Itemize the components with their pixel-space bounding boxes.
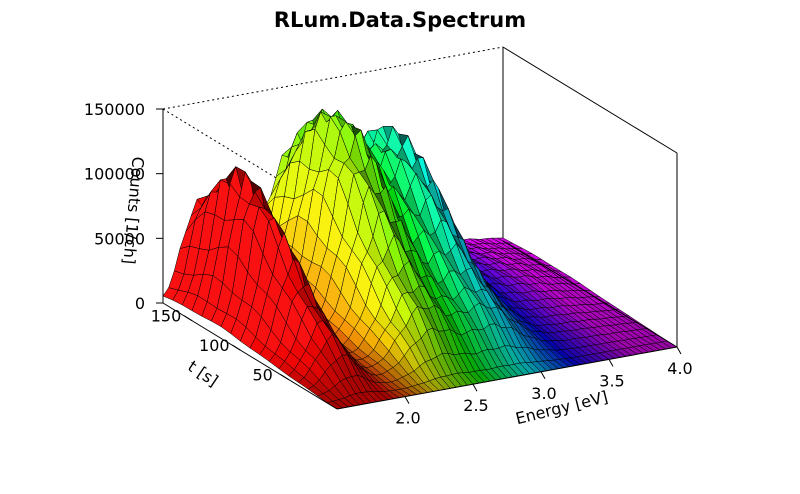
z-tick-label: 50000 [94, 229, 145, 248]
y-axis-label: t [s] [184, 357, 221, 391]
chart-title: RLum.Data.Spectrum [273, 8, 527, 32]
x-tick-mark [676, 346, 682, 355]
box-edge-right-top [502, 46, 678, 154]
box-edge-back-top [162, 46, 504, 110]
y-tick-mark [280, 374, 289, 380]
y-tick-mark [183, 315, 193, 322]
box-edge-right-bottom [502, 240, 678, 348]
x-tick-label: 2.5 [463, 396, 488, 415]
x-tick-mark [404, 396, 410, 404]
y-tick-label: 100 [199, 336, 230, 355]
x-tick-label: 3.0 [531, 384, 556, 403]
x-tick-label: 4.0 [667, 359, 692, 378]
z-tick-label: 100000 [84, 165, 145, 184]
y-tick-mark [232, 344, 241, 351]
box-edge-front-bottom [336, 346, 678, 410]
x-tick-mark [540, 371, 546, 380]
z-tick-label: 0 [135, 294, 145, 313]
x-tick-label: 3.5 [599, 371, 624, 390]
box-edge-top-left [162, 108, 338, 216]
y-tick-label: 150 [151, 307, 182, 326]
y-tick-label: 50 [252, 366, 272, 385]
x-tick-mark [608, 359, 614, 367]
x-tick-mark [472, 383, 478, 392]
z-tick-label: 150000 [84, 100, 145, 119]
x-axis-label: Energy [eV] [514, 387, 610, 428]
x-tick-label: 2.0 [395, 409, 420, 428]
